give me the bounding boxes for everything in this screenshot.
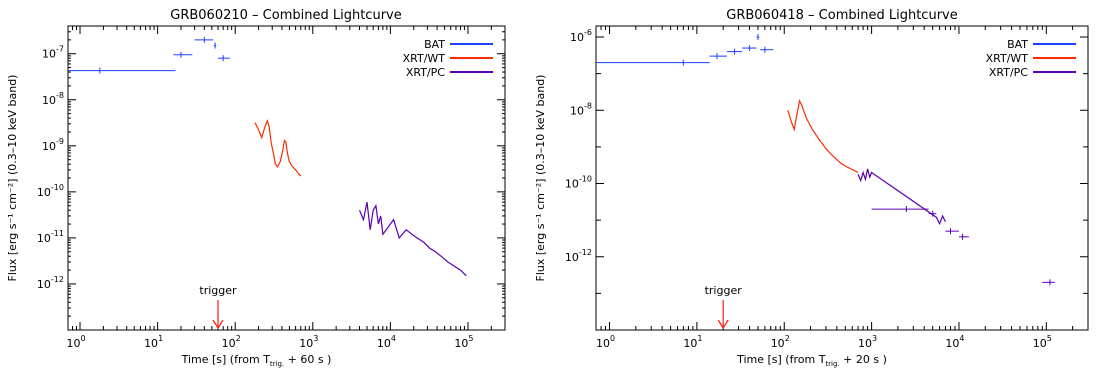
- chart-title: GRB060418 – Combined Lightcurve: [726, 8, 957, 23]
- y-tick-label: 10-10: [37, 183, 64, 199]
- x-axis-label: Time [s] (from Ttrig. + 20 s ): [736, 353, 887, 368]
- chart-grb060210: GRB060210 – Combined Lightcurve 100 101 102…: [6, 8, 506, 368]
- trigger-label: trigger: [199, 284, 237, 297]
- series-line: [254, 118, 302, 177]
- y-tick-label: 10-9: [42, 137, 64, 153]
- series-line: [857, 168, 946, 226]
- y-tick-label: 10-8: [570, 101, 592, 117]
- y-tick-label: 10-6: [570, 28, 592, 44]
- x-tick-label: 103: [858, 334, 877, 350]
- y-tick-label: 10-8: [42, 91, 64, 107]
- legend-label: BAT: [424, 38, 445, 51]
- chart-title: GRB060210 – Combined Lightcurve: [170, 8, 401, 23]
- legend-label: BAT: [1007, 38, 1028, 51]
- trigger-arrowhead: [717, 319, 729, 330]
- x-tick-label: 105: [454, 334, 473, 350]
- y-tick-label: 10-12: [565, 248, 592, 264]
- legend-label: XRT/WT: [403, 52, 446, 65]
- trigger-arrowhead: [212, 319, 224, 330]
- y-axis-label: Flux [erg s⁻¹ cm⁻²] (0.3–10 keV band): [534, 75, 547, 282]
- x-tick-label: 100: [596, 334, 615, 350]
- x-tick-label: 102: [771, 334, 790, 350]
- x-tick-label: 103: [299, 334, 318, 350]
- y-tick-label: 10-7: [42, 45, 64, 61]
- y-tick-label: 10-12: [37, 275, 64, 291]
- trigger-label: trigger: [705, 284, 743, 297]
- y-axis-label: Flux [erg s⁻¹ cm⁻²] (0.3–10 keV band): [6, 75, 19, 282]
- series-line: [787, 99, 859, 174]
- series-line: [358, 201, 467, 277]
- x-tick-label: 102: [222, 334, 241, 350]
- plot-frame: [595, 25, 1089, 331]
- x-tick-label: 101: [144, 334, 163, 350]
- x-tick-label: 100: [66, 334, 85, 350]
- x-tick-label: 101: [683, 334, 702, 350]
- x-tick-label: 104: [377, 334, 396, 350]
- x-tick-label: 104: [945, 334, 964, 350]
- x-axis-label: Time [s] (from Ttrig. + 60 s ): [181, 353, 332, 368]
- y-tick-label: 10-10: [565, 175, 592, 191]
- legend-label: XRT/PC: [406, 66, 445, 79]
- y-tick-label: 10-11: [37, 229, 64, 245]
- chart-grb060418: GRB060418 – Combined Lightcurve 100 101 102…: [534, 8, 1089, 368]
- x-tick-label: 105: [1033, 334, 1052, 350]
- legend-label: XRT/PC: [989, 66, 1028, 79]
- legend-label: XRT/WT: [986, 52, 1029, 65]
